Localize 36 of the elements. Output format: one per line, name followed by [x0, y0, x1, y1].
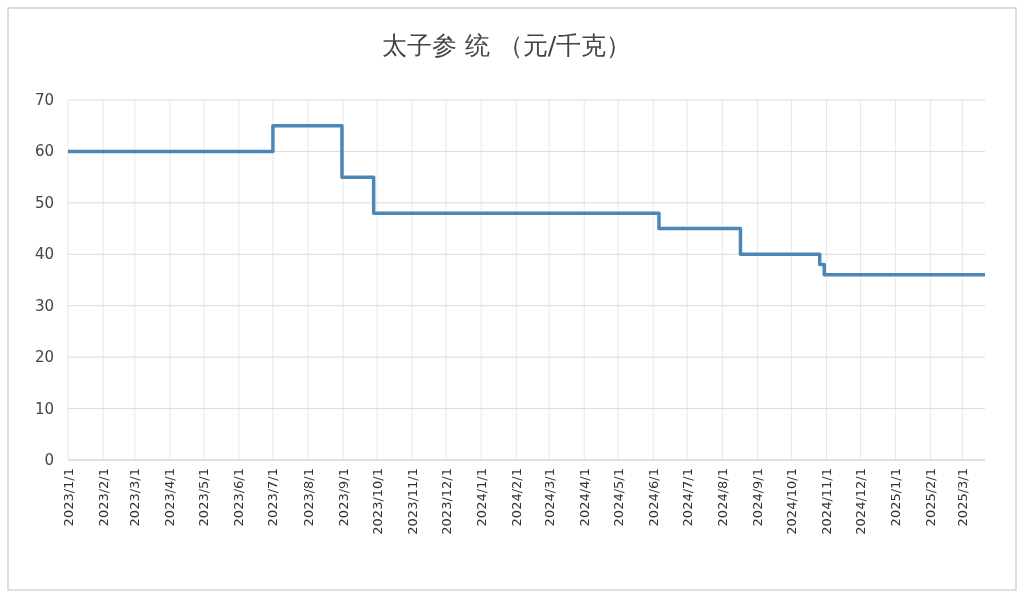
x-tick-label: 2024/4/1: [576, 468, 592, 527]
x-tick-label: 2023/6/1: [231, 468, 247, 527]
chart-title: 太子参 统 （元/千克）: [381, 31, 632, 60]
x-tick-label: 2023/8/1: [300, 468, 316, 527]
x-tick-label: 2023/9/1: [335, 468, 351, 527]
x-tick-label: 2023/11/1: [404, 468, 420, 535]
x-tick-label: 2024/9/1: [750, 468, 765, 527]
x-tick-label: 2024/11/1: [819, 468, 835, 535]
x-tick-label: 2024/6/1: [645, 468, 661, 527]
y-tick-label: 70: [34, 91, 54, 109]
x-tick-label: 2024/1/1: [473, 468, 489, 527]
x-tick-label: 2023/2/1: [95, 468, 111, 527]
x-tick-label: 2024/5/1: [610, 468, 626, 527]
x-tick-label: 2025/3/1: [954, 468, 970, 527]
x-tick-label: 2023/5/1: [196, 468, 212, 527]
x-tick-label: 2023/10/1: [369, 468, 385, 535]
x-tick-label: 2024/12/1: [853, 468, 869, 535]
y-tick-label: 20: [34, 348, 54, 367]
y-tick-label: 10: [34, 399, 54, 418]
x-tick-label: 2023/1/1: [60, 468, 76, 527]
x-tick-label: 2023/12/1: [438, 468, 454, 535]
x-tick-label: 2024/8/1: [714, 468, 730, 527]
y-tick-label: 40: [34, 245, 54, 264]
x-tick-label: 2024/3/1: [541, 468, 557, 527]
x-tick-label: 2025/2/1: [923, 468, 939, 527]
y-tick-label: 50: [34, 193, 54, 212]
x-tick-label: 2023/4/1: [162, 468, 178, 527]
x-tick-label: 2023/7/1: [265, 468, 281, 527]
y-tick-label: 60: [34, 142, 54, 161]
x-tick-label: 2024/10/1: [783, 468, 799, 535]
x-tick-label: 2025/1/1: [888, 468, 904, 527]
x-tick-label: 2023/3/1: [127, 468, 143, 527]
y-tick-label: 0: [44, 451, 54, 469]
y-tick-label: 30: [34, 296, 54, 315]
x-tick-label: 2024/7/1: [679, 468, 695, 527]
x-tick-label: 2024/2/1: [508, 468, 524, 527]
